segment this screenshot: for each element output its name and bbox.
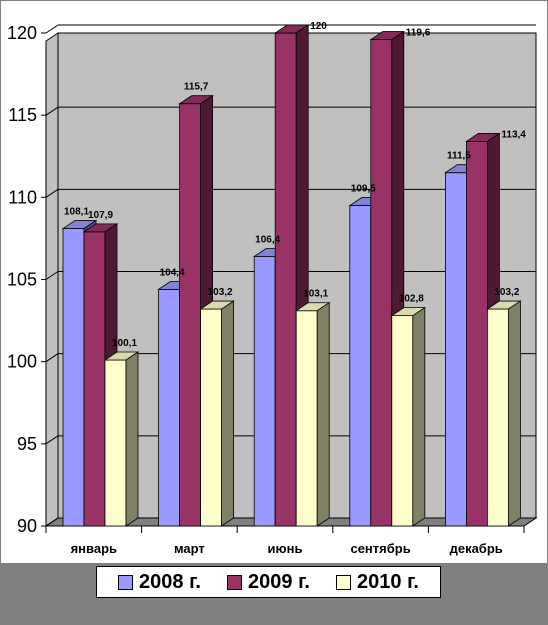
bar-2009г-3 — [370, 39, 393, 527]
legend-item-2009: 2009 г. — [227, 571, 310, 594]
data-label: 119,6 — [406, 28, 431, 39]
data-label: 115,7 — [184, 82, 209, 93]
bar-2010г-4 — [486, 308, 509, 527]
bars — [61, 24, 522, 527]
data-label: 102,8 — [399, 294, 424, 305]
bar-2008г-3 — [349, 205, 372, 527]
legend-label-2009: 2009 г. — [248, 570, 310, 593]
y-tick-label: 105 — [7, 270, 37, 290]
x-tick-label: сентябрь — [350, 541, 410, 556]
gridline-side — [45, 517, 59, 527]
data-label: 108,1 — [64, 207, 89, 218]
y-tick-label: 120 — [7, 23, 37, 43]
bar-side — [316, 301, 330, 527]
gridline-side — [45, 24, 59, 34]
bar-side — [221, 300, 235, 527]
legend-swatch-2008 — [118, 574, 134, 590]
data-label: 120 — [310, 21, 327, 32]
bar-2008г-4 — [444, 172, 467, 527]
bar-2010г-2 — [295, 310, 318, 527]
y-tick-label: 95 — [17, 434, 37, 454]
bar-side — [507, 300, 521, 527]
legend-item-2008: 2008 г. — [118, 571, 201, 594]
bar-2010г-3 — [391, 315, 414, 527]
data-label: 111,5 — [447, 151, 471, 162]
x-tick-label: март — [174, 541, 205, 556]
bar-side — [412, 306, 426, 527]
data-label: 113,4 — [501, 129, 526, 140]
bar-2010г-0 — [104, 359, 127, 527]
y-axis: 90 95 100 105 110 115 120 — [7, 23, 47, 536]
bar-2009г-2 — [274, 32, 297, 527]
y-tick-label: 115 — [8, 105, 37, 125]
bar-side — [125, 351, 139, 527]
plot-wall — [45, 32, 59, 527]
data-label: 103,2 — [494, 287, 519, 298]
x-tick-label: декабрь — [450, 541, 503, 556]
gridline-side — [45, 435, 59, 445]
y-tick-label: 110 — [8, 187, 37, 207]
data-label: 106,4 — [255, 234, 280, 245]
bar-2009г-0 — [83, 231, 106, 527]
data-label: 103,2 — [208, 287, 233, 298]
bar-2008г-0 — [62, 228, 85, 527]
y-tick-label: 100 — [7, 352, 37, 372]
x-tick-label: июнь — [268, 541, 303, 556]
bar-2008г-2 — [253, 256, 276, 527]
y-tick-label: 90 — [17, 516, 37, 536]
gridline-side — [45, 188, 59, 198]
gridline-side — [45, 353, 59, 363]
data-label: 104,4 — [160, 267, 185, 278]
bar-2009г-1 — [179, 103, 202, 527]
bar-2008г-1 — [158, 288, 181, 527]
legend-label-2008: 2008 г. — [139, 570, 201, 593]
legend: 2008 г. 2009 г. 2010 г. — [96, 566, 441, 598]
legend-label-2010: 2010 г. — [357, 570, 419, 593]
bar-2009г-4 — [465, 141, 488, 527]
bar-2010г-1 — [200, 308, 223, 527]
legend-item-2010: 2010 г. — [336, 571, 419, 594]
legend-swatch-2010 — [336, 574, 352, 590]
gridline-side — [45, 271, 59, 280]
x-tick-label: январь — [71, 541, 117, 556]
gridline-side — [45, 106, 59, 116]
data-label: 100,1 — [112, 338, 137, 349]
data-label: 107,9 — [88, 210, 113, 221]
legend-swatch-2009 — [227, 574, 243, 590]
data-label: 103,1 — [303, 289, 328, 300]
data-label: 109,5 — [351, 184, 376, 195]
